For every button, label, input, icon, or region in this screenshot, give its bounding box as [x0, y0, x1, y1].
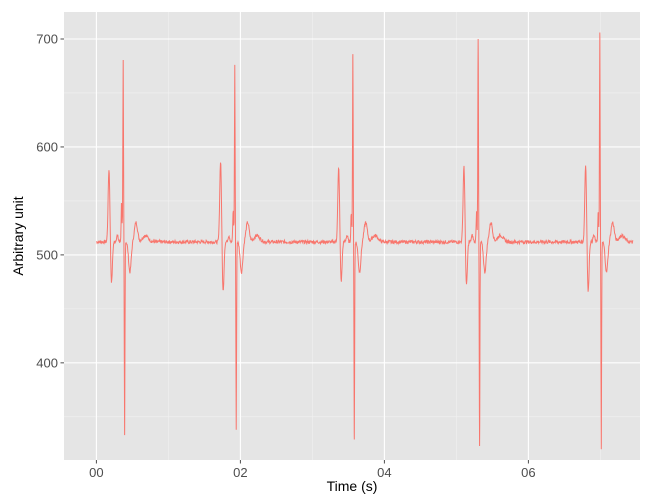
y-tick-label: 500 [36, 247, 58, 262]
y-tick-label: 600 [36, 139, 58, 154]
y-tick-label: 400 [36, 355, 58, 370]
x-tick-label: 04 [377, 465, 391, 480]
x-tick-label: 00 [89, 465, 103, 480]
y-axis: 400 500 600 700 [36, 31, 64, 370]
x-axis-title: Time (s) [327, 478, 378, 494]
y-tick-label: 700 [36, 31, 58, 46]
major-grid [64, 12, 640, 460]
y-axis-title: Arbitrary unit [10, 196, 26, 275]
panel-background [64, 12, 640, 460]
series-line [96, 32, 634, 450]
x-tick-label: 02 [233, 465, 247, 480]
x-tick-label: 06 [521, 465, 535, 480]
x-axis: 00 02 04 06 [89, 460, 536, 480]
